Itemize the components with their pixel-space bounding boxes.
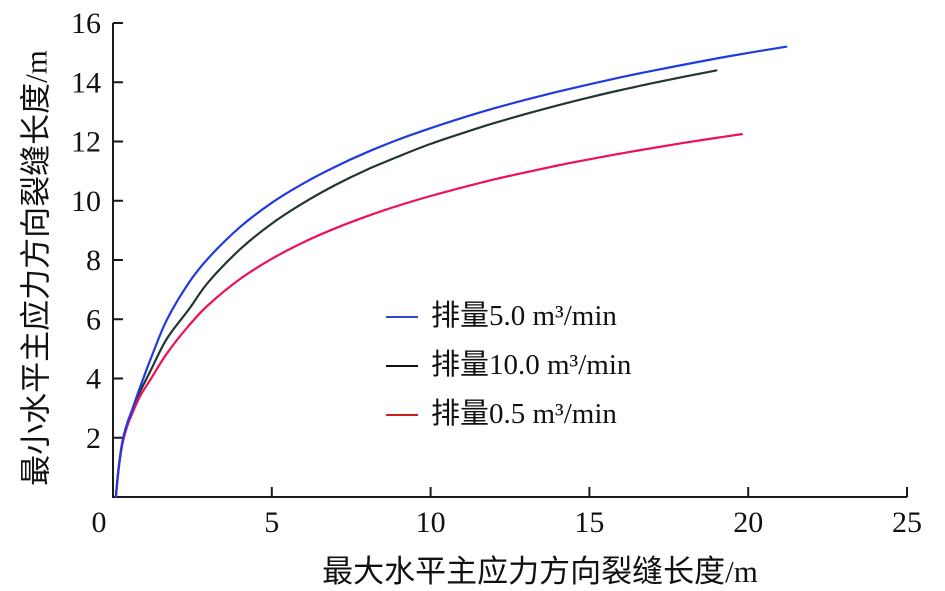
y-tick-label: 4 <box>86 363 101 396</box>
y-tick-label: 12 <box>71 126 101 159</box>
y-tick-label: 6 <box>86 303 101 336</box>
y-tick-label: 8 <box>86 244 101 277</box>
axes-frame <box>112 23 907 498</box>
x-tick-label: 15 <box>574 506 604 539</box>
x-tick-label: 5 <box>264 506 279 539</box>
y-axis-title: 最小水平主应力方向裂缝长度/m <box>18 50 54 486</box>
x-tick-label: 25 <box>892 506 922 539</box>
x-axis-title: 最大水平主应力方向裂缝长度/m <box>322 554 758 589</box>
y-tick-label: 2 <box>86 422 101 455</box>
legend-line-swatch-blue <box>386 315 418 318</box>
legend-item-rate-0.5: 排量0.5 m³/min <box>386 390 631 439</box>
x-tick-label: 10 <box>416 506 446 539</box>
legend-label: 排量0.5 m³/min <box>431 398 617 430</box>
curve-rate-5.0 <box>114 45 788 499</box>
y-tick-label: 16 <box>71 7 101 40</box>
legend-item-rate-10.0: 排量10.0 m³/min <box>386 341 631 390</box>
legend-line-swatch-red <box>386 413 418 416</box>
legend-label: 排量10.0 m³/min <box>431 349 632 381</box>
legend-item-rate-5.0: 排量5.0 m³/min <box>386 292 631 341</box>
x-tick-label: 0 <box>92 506 107 539</box>
x-tick-label: 20 <box>733 506 763 539</box>
legend-label: 排量5.0 m³/min <box>431 300 617 332</box>
legend: 排量5.0 m³/min 排量10.0 m³/min 排量0.5 m³/min <box>386 292 631 439</box>
y-tick-label: 14 <box>71 66 101 99</box>
curve-rate-0.5 <box>114 133 743 499</box>
y-tick-label: 10 <box>71 185 101 218</box>
legend-line-swatch-black <box>386 364 418 367</box>
